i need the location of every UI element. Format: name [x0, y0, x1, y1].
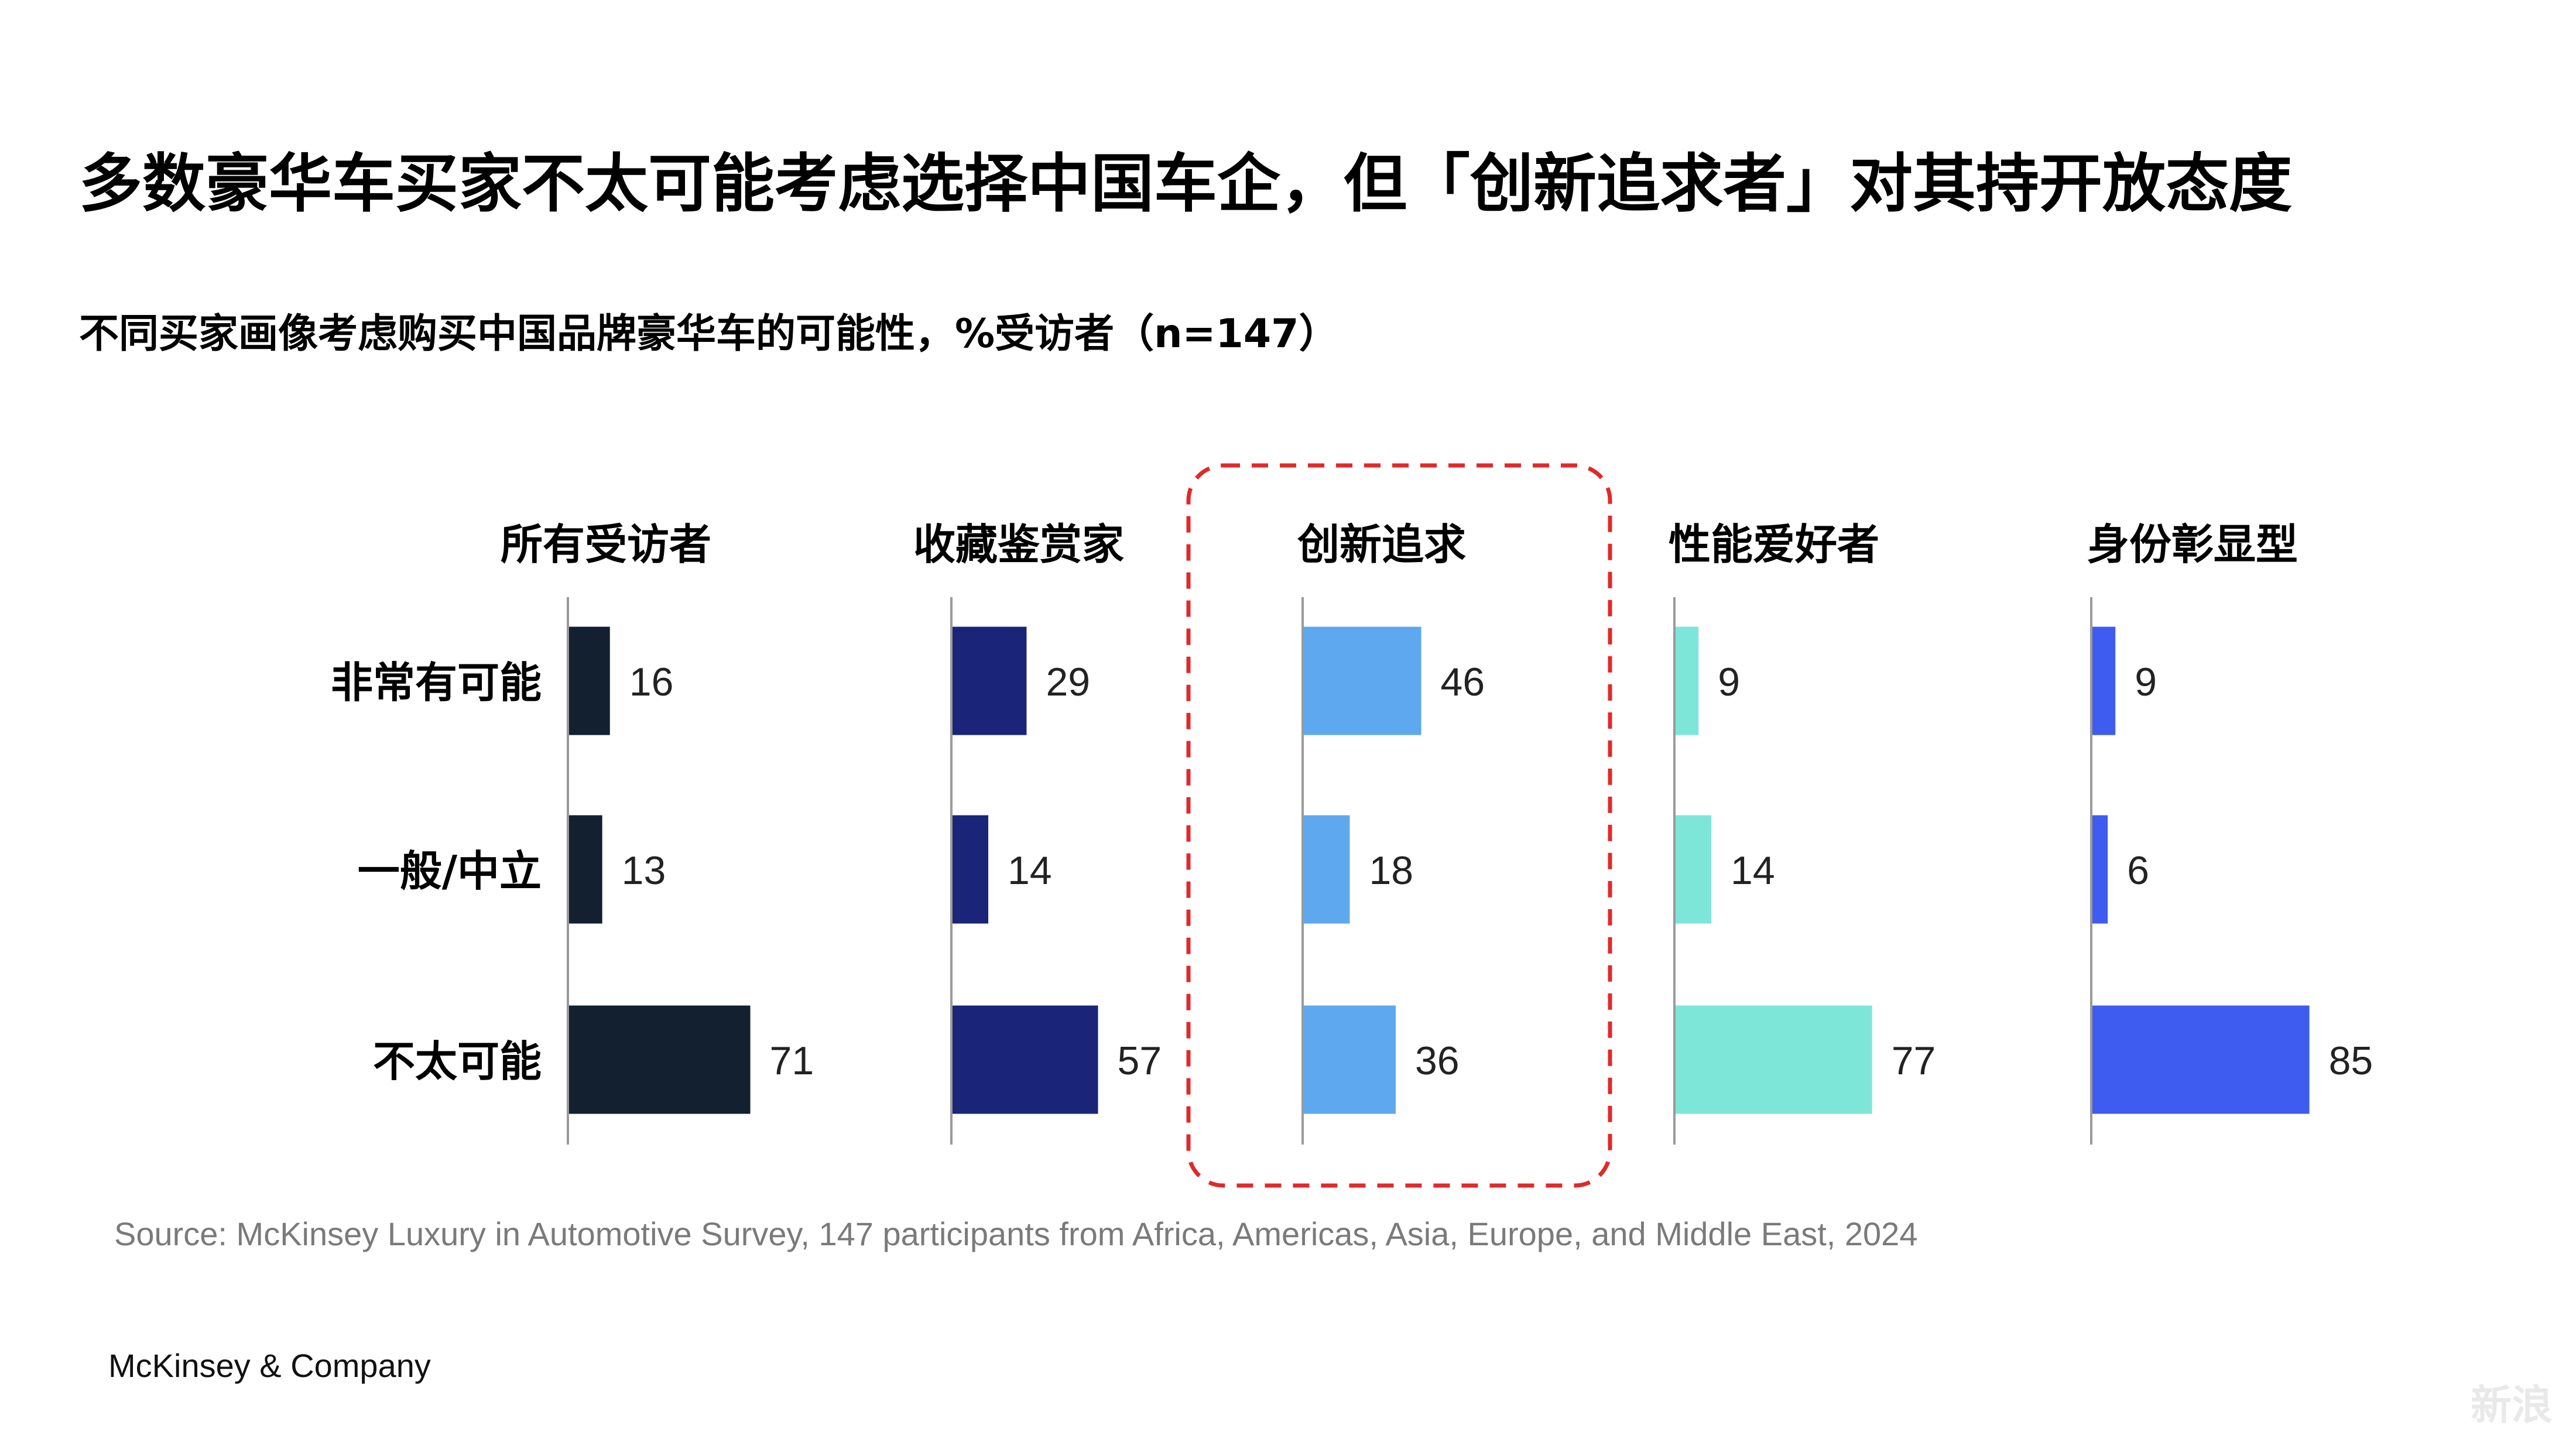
bar — [2092, 1005, 2310, 1114]
category-label: 一般/中立 — [358, 847, 542, 896]
data-label: 14 — [1731, 848, 1775, 893]
bar — [1304, 815, 1350, 924]
bar — [1676, 1005, 1872, 1114]
series-header: 性能爱好者 — [1669, 520, 1879, 569]
series-header: 所有受访者 — [501, 520, 711, 569]
bar — [1304, 626, 1421, 735]
page-title: 多数豪华车买家不太可能考虑选择中国车企，但「创新追求者」对其持开放态度 — [79, 148, 2293, 221]
data-label: 16 — [629, 660, 674, 704]
highlight-box — [1186, 463, 1612, 1188]
bar — [1304, 1005, 1396, 1114]
bar — [569, 626, 610, 735]
series-header: 创新追求 — [1297, 520, 1466, 569]
bar — [1676, 815, 1712, 924]
data-label: 71 — [770, 1039, 814, 1083]
bar — [2092, 815, 2108, 924]
bar — [953, 626, 1027, 735]
bar — [953, 815, 989, 924]
data-label: 36 — [1415, 1039, 1460, 1083]
data-label: 9 — [2135, 660, 2157, 704]
data-label: 14 — [1008, 848, 1052, 893]
bar — [569, 815, 602, 924]
bar — [953, 1005, 1098, 1114]
watermark: 新浪 — [2471, 1381, 2553, 1429]
data-label: 46 — [1441, 660, 1485, 704]
data-label: 9 — [1718, 660, 1740, 704]
data-label: 57 — [1118, 1039, 1162, 1083]
data-label: 18 — [1369, 848, 1413, 893]
bar — [569, 1005, 751, 1114]
series-header: 收藏鉴赏家 — [913, 520, 1124, 569]
data-label: 6 — [2127, 848, 2149, 893]
data-label: 29 — [1046, 660, 1090, 704]
brand-name: McKinsey & Company — [108, 1347, 431, 1384]
chart-subtitle: 不同买家画像考虑购买中国品牌豪华车的可能性，%受访者（n=147） — [79, 311, 1339, 357]
data-label: 13 — [622, 848, 666, 893]
bar — [2092, 626, 2116, 735]
data-label: 77 — [1892, 1039, 1936, 1083]
series-header: 身份彰显型 — [2087, 520, 2298, 569]
bar — [1676, 626, 1699, 735]
data-label: 85 — [2329, 1039, 2373, 1083]
category-label: 不太可能 — [373, 1037, 542, 1086]
source-note: Source: McKinsey Luxury in Automotive Su… — [114, 1215, 1918, 1252]
category-label: 非常有可能 — [331, 658, 542, 707]
